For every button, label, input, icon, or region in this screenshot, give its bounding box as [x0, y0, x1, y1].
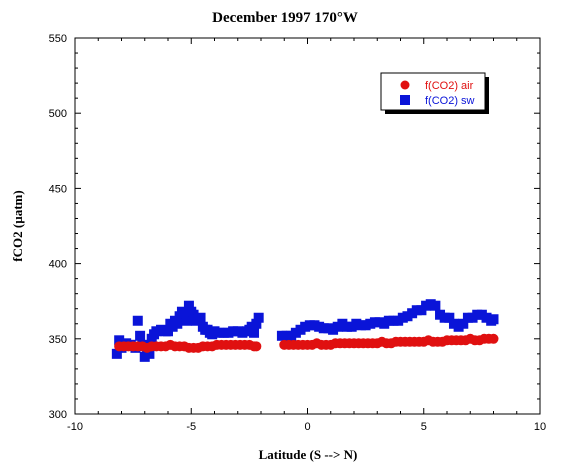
point-sw: [444, 312, 455, 323]
point-sw: [183, 300, 194, 311]
x-tick-label: 5: [421, 421, 427, 433]
x-tick-label: 10: [534, 421, 546, 433]
axis-ticks: -10 -5 0 5 10 300 350 400 450 500 550: [49, 33, 546, 433]
point-sw: [249, 327, 260, 338]
legend-box: [380, 72, 486, 111]
y-tick-label: 350: [49, 334, 67, 346]
point-sw: [114, 335, 125, 346]
point-air: [488, 333, 499, 344]
data-points: [111, 299, 499, 362]
point-sw: [135, 330, 146, 341]
legend-marker-air: [400, 80, 410, 90]
x-tick-label: -5: [186, 421, 196, 433]
y-tick-label: 550: [49, 33, 67, 45]
point-sw: [132, 315, 143, 326]
y-axis-label: fCO2 (µatm): [10, 190, 25, 261]
y-tick-label: 300: [49, 409, 67, 421]
point-sw: [144, 348, 155, 359]
x-tick-label: -10: [67, 421, 83, 433]
legend-marker-sw: [400, 95, 410, 105]
point-sw: [195, 312, 206, 323]
point-sw: [181, 315, 192, 326]
point-sw: [172, 318, 183, 329]
chart-title: December 1997 170°W: [212, 10, 358, 26]
point-sw: [430, 300, 441, 311]
point-sw: [458, 318, 469, 329]
point-sw: [179, 308, 190, 319]
x-tick-label: 0: [304, 421, 310, 433]
x-axis-label: Latitude (S --> N): [259, 447, 358, 462]
y-tick-label: 450: [49, 183, 67, 195]
y-tick-label: 400: [49, 259, 67, 271]
point-air: [251, 341, 262, 352]
point-sw: [253, 312, 264, 323]
legend: f(CO2) air f(CO2) sw: [380, 72, 489, 114]
y-tick-label: 500: [49, 108, 67, 120]
point-sw: [251, 318, 262, 329]
legend-label-sw: f(CO2) sw: [425, 95, 475, 107]
point-sw: [488, 314, 499, 325]
point-sw: [111, 348, 122, 359]
legend-label-air: f(CO2) air: [425, 80, 474, 92]
